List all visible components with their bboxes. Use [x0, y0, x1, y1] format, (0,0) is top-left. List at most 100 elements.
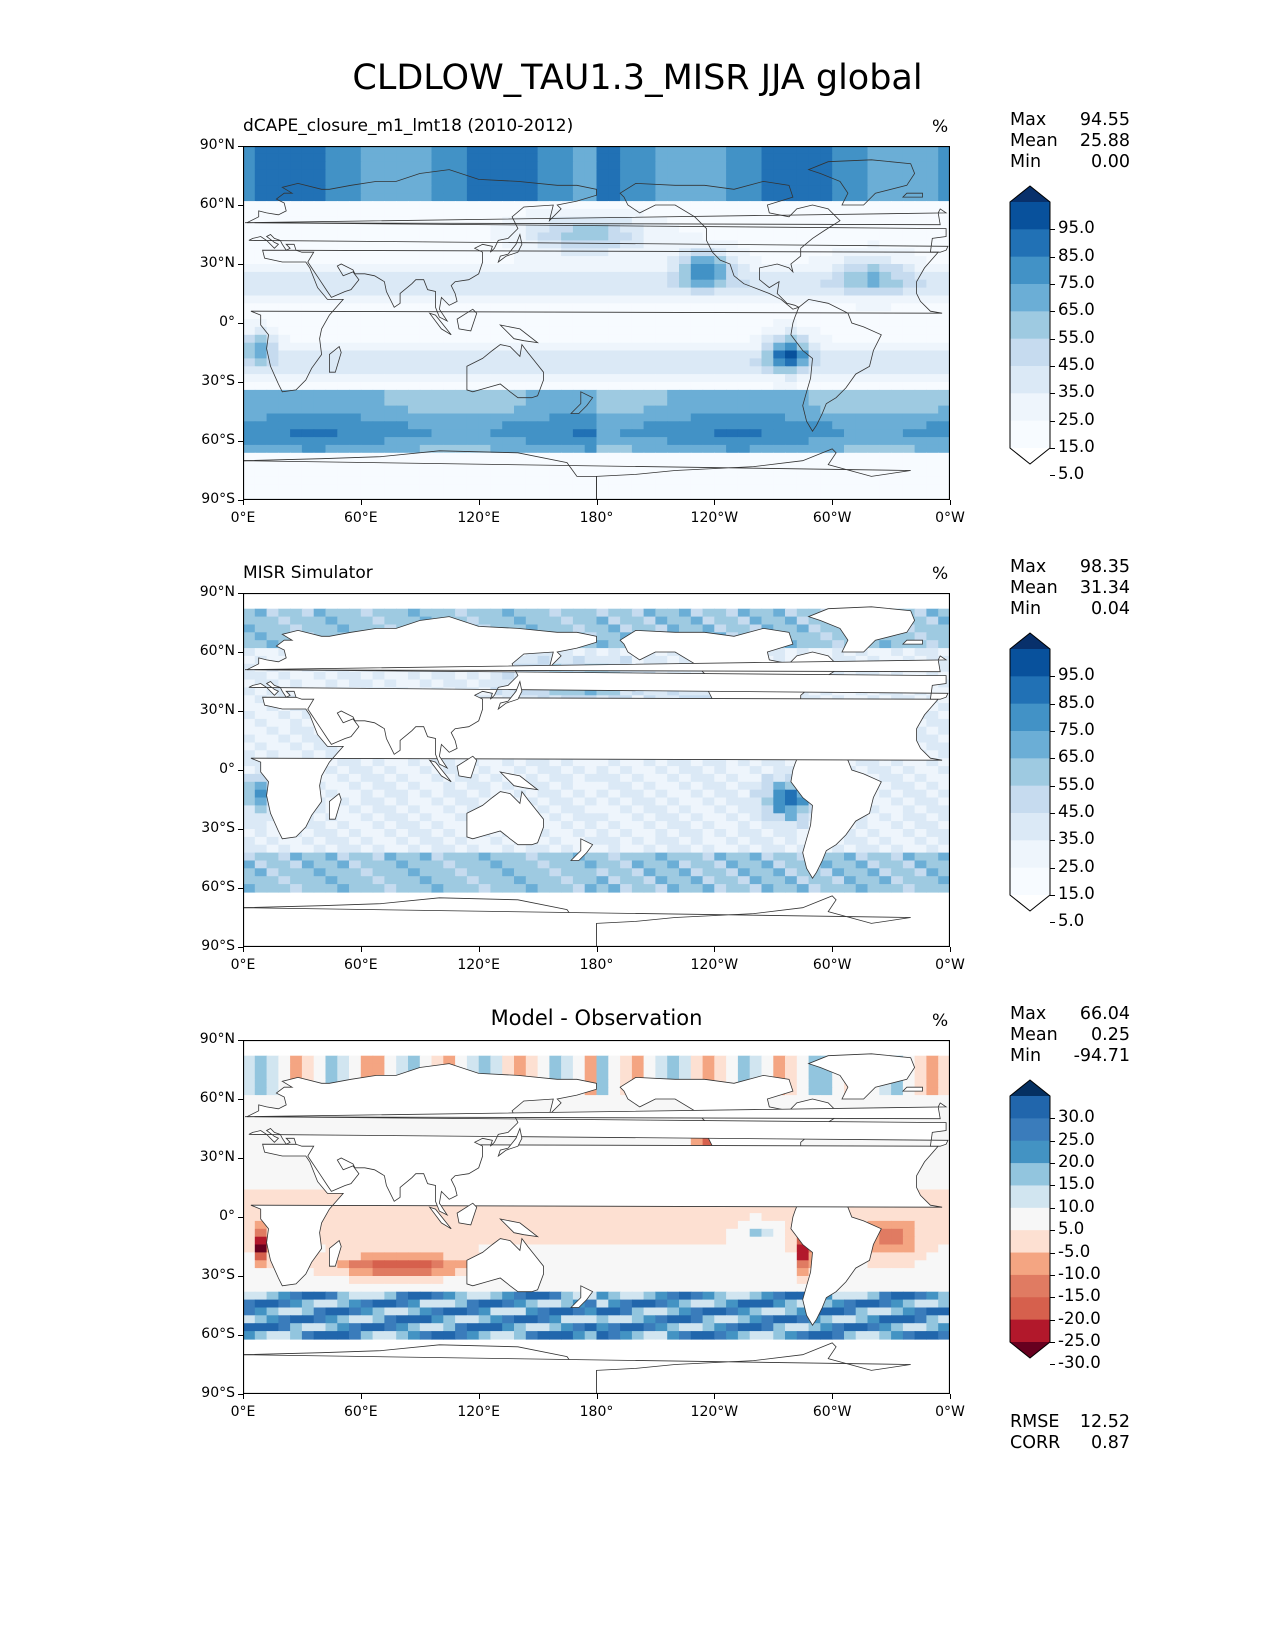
- field-cell: [267, 280, 279, 289]
- field-cell: [608, 272, 620, 281]
- field-cell: [726, 821, 738, 830]
- field-cell: [243, 672, 255, 681]
- field-cell: [667, 366, 679, 375]
- field-cell: [432, 790, 444, 799]
- field-cell: [432, 366, 444, 375]
- field-cell: [479, 209, 491, 218]
- field-cell: [620, 414, 632, 423]
- field-cell: [278, 335, 290, 344]
- field-cell: [326, 492, 338, 500]
- field-cell: [502, 382, 514, 391]
- field-cell: [891, 280, 903, 289]
- field-cell: [255, 351, 267, 360]
- field-cell: [490, 264, 502, 273]
- field-cell: [726, 469, 738, 478]
- field-cell: [915, 821, 927, 830]
- field-cell: [420, 469, 432, 478]
- field-cell: [644, 813, 656, 822]
- field-cell: [549, 829, 561, 838]
- field-cell: [938, 335, 950, 344]
- field-cell: [903, 476, 915, 485]
- field-cell: [714, 837, 726, 846]
- field-cell: [644, 406, 656, 415]
- field-cell: [278, 319, 290, 328]
- field-cell: [750, 351, 762, 360]
- field-cell: [915, 829, 927, 838]
- field-cell: [479, 609, 491, 618]
- field-cell: [349, 296, 361, 305]
- field-cell: [490, 421, 502, 430]
- field-cell: [243, 335, 255, 344]
- field-cell: [549, 853, 561, 862]
- field-cell: [785, 358, 797, 367]
- field-cell: [243, 821, 255, 830]
- field-cell: [868, 398, 880, 407]
- lon-tick: [243, 947, 244, 952]
- field-cell: [302, 884, 314, 893]
- field-cell: [703, 445, 715, 454]
- field-cell: [785, 280, 797, 289]
- field-cell: [714, 774, 726, 783]
- field-cell: [679, 382, 691, 391]
- field-cell: [644, 476, 656, 485]
- field-cell: [314, 311, 326, 320]
- field-cell: [891, 398, 903, 407]
- field-cell: [891, 813, 903, 822]
- field-cell: [797, 366, 809, 375]
- field-cell: [762, 343, 774, 352]
- field-cell: [455, 609, 467, 618]
- field-cell: [337, 421, 349, 430]
- field-cell: [655, 240, 667, 249]
- field-cell: [879, 201, 891, 210]
- field-cell: [726, 790, 738, 799]
- field-cell: [467, 845, 479, 854]
- field-cell: [467, 680, 479, 689]
- field-cell: [750, 296, 762, 305]
- field-cell: [738, 868, 750, 877]
- field-cell: [844, 233, 856, 242]
- field-cell: [585, 609, 597, 618]
- field-cell: [255, 343, 267, 352]
- field-cell: [326, 406, 338, 415]
- field-cell: [938, 703, 950, 712]
- field-cell: [691, 178, 703, 187]
- field-cell: [915, 492, 927, 500]
- field-cell: [879, 374, 891, 383]
- field-cell: [667, 154, 679, 163]
- field-cell: [490, 876, 502, 885]
- field-cell: [326, 248, 338, 256]
- field-cell: [773, 845, 785, 854]
- field-cell: [762, 280, 774, 289]
- field-cell: [750, 225, 762, 234]
- field-cell: [762, 327, 774, 336]
- field-cell: [502, 758, 514, 767]
- field-cell: [361, 319, 373, 328]
- field-cell: [820, 248, 832, 256]
- field-cell: [314, 743, 326, 752]
- field-cell: [538, 414, 550, 423]
- field-cell: [679, 193, 691, 202]
- field-cell: [762, 335, 774, 344]
- field-cell: [408, 146, 420, 155]
- field-cell: [432, 782, 444, 791]
- field-cell: [597, 625, 609, 634]
- field-cell: [655, 319, 667, 328]
- field-cell: [432, 805, 444, 814]
- field-cell: [597, 178, 609, 187]
- field-cell: [267, 632, 279, 641]
- field-cell: [373, 170, 385, 179]
- field-cell: [443, 209, 455, 218]
- field-cell: [915, 311, 927, 320]
- field-cell: [432, 406, 444, 415]
- field-cell: [585, 146, 597, 155]
- field-cell: [938, 766, 950, 775]
- field-cell: [938, 146, 950, 155]
- field-cell: [432, 146, 444, 155]
- field-cell: [926, 743, 938, 752]
- field-cell: [585, 256, 597, 265]
- field-cell: [337, 201, 349, 210]
- field-cell: [703, 233, 715, 242]
- field-cell: [891, 311, 903, 320]
- field-cell: [714, 484, 726, 493]
- field-cell: [691, 805, 703, 814]
